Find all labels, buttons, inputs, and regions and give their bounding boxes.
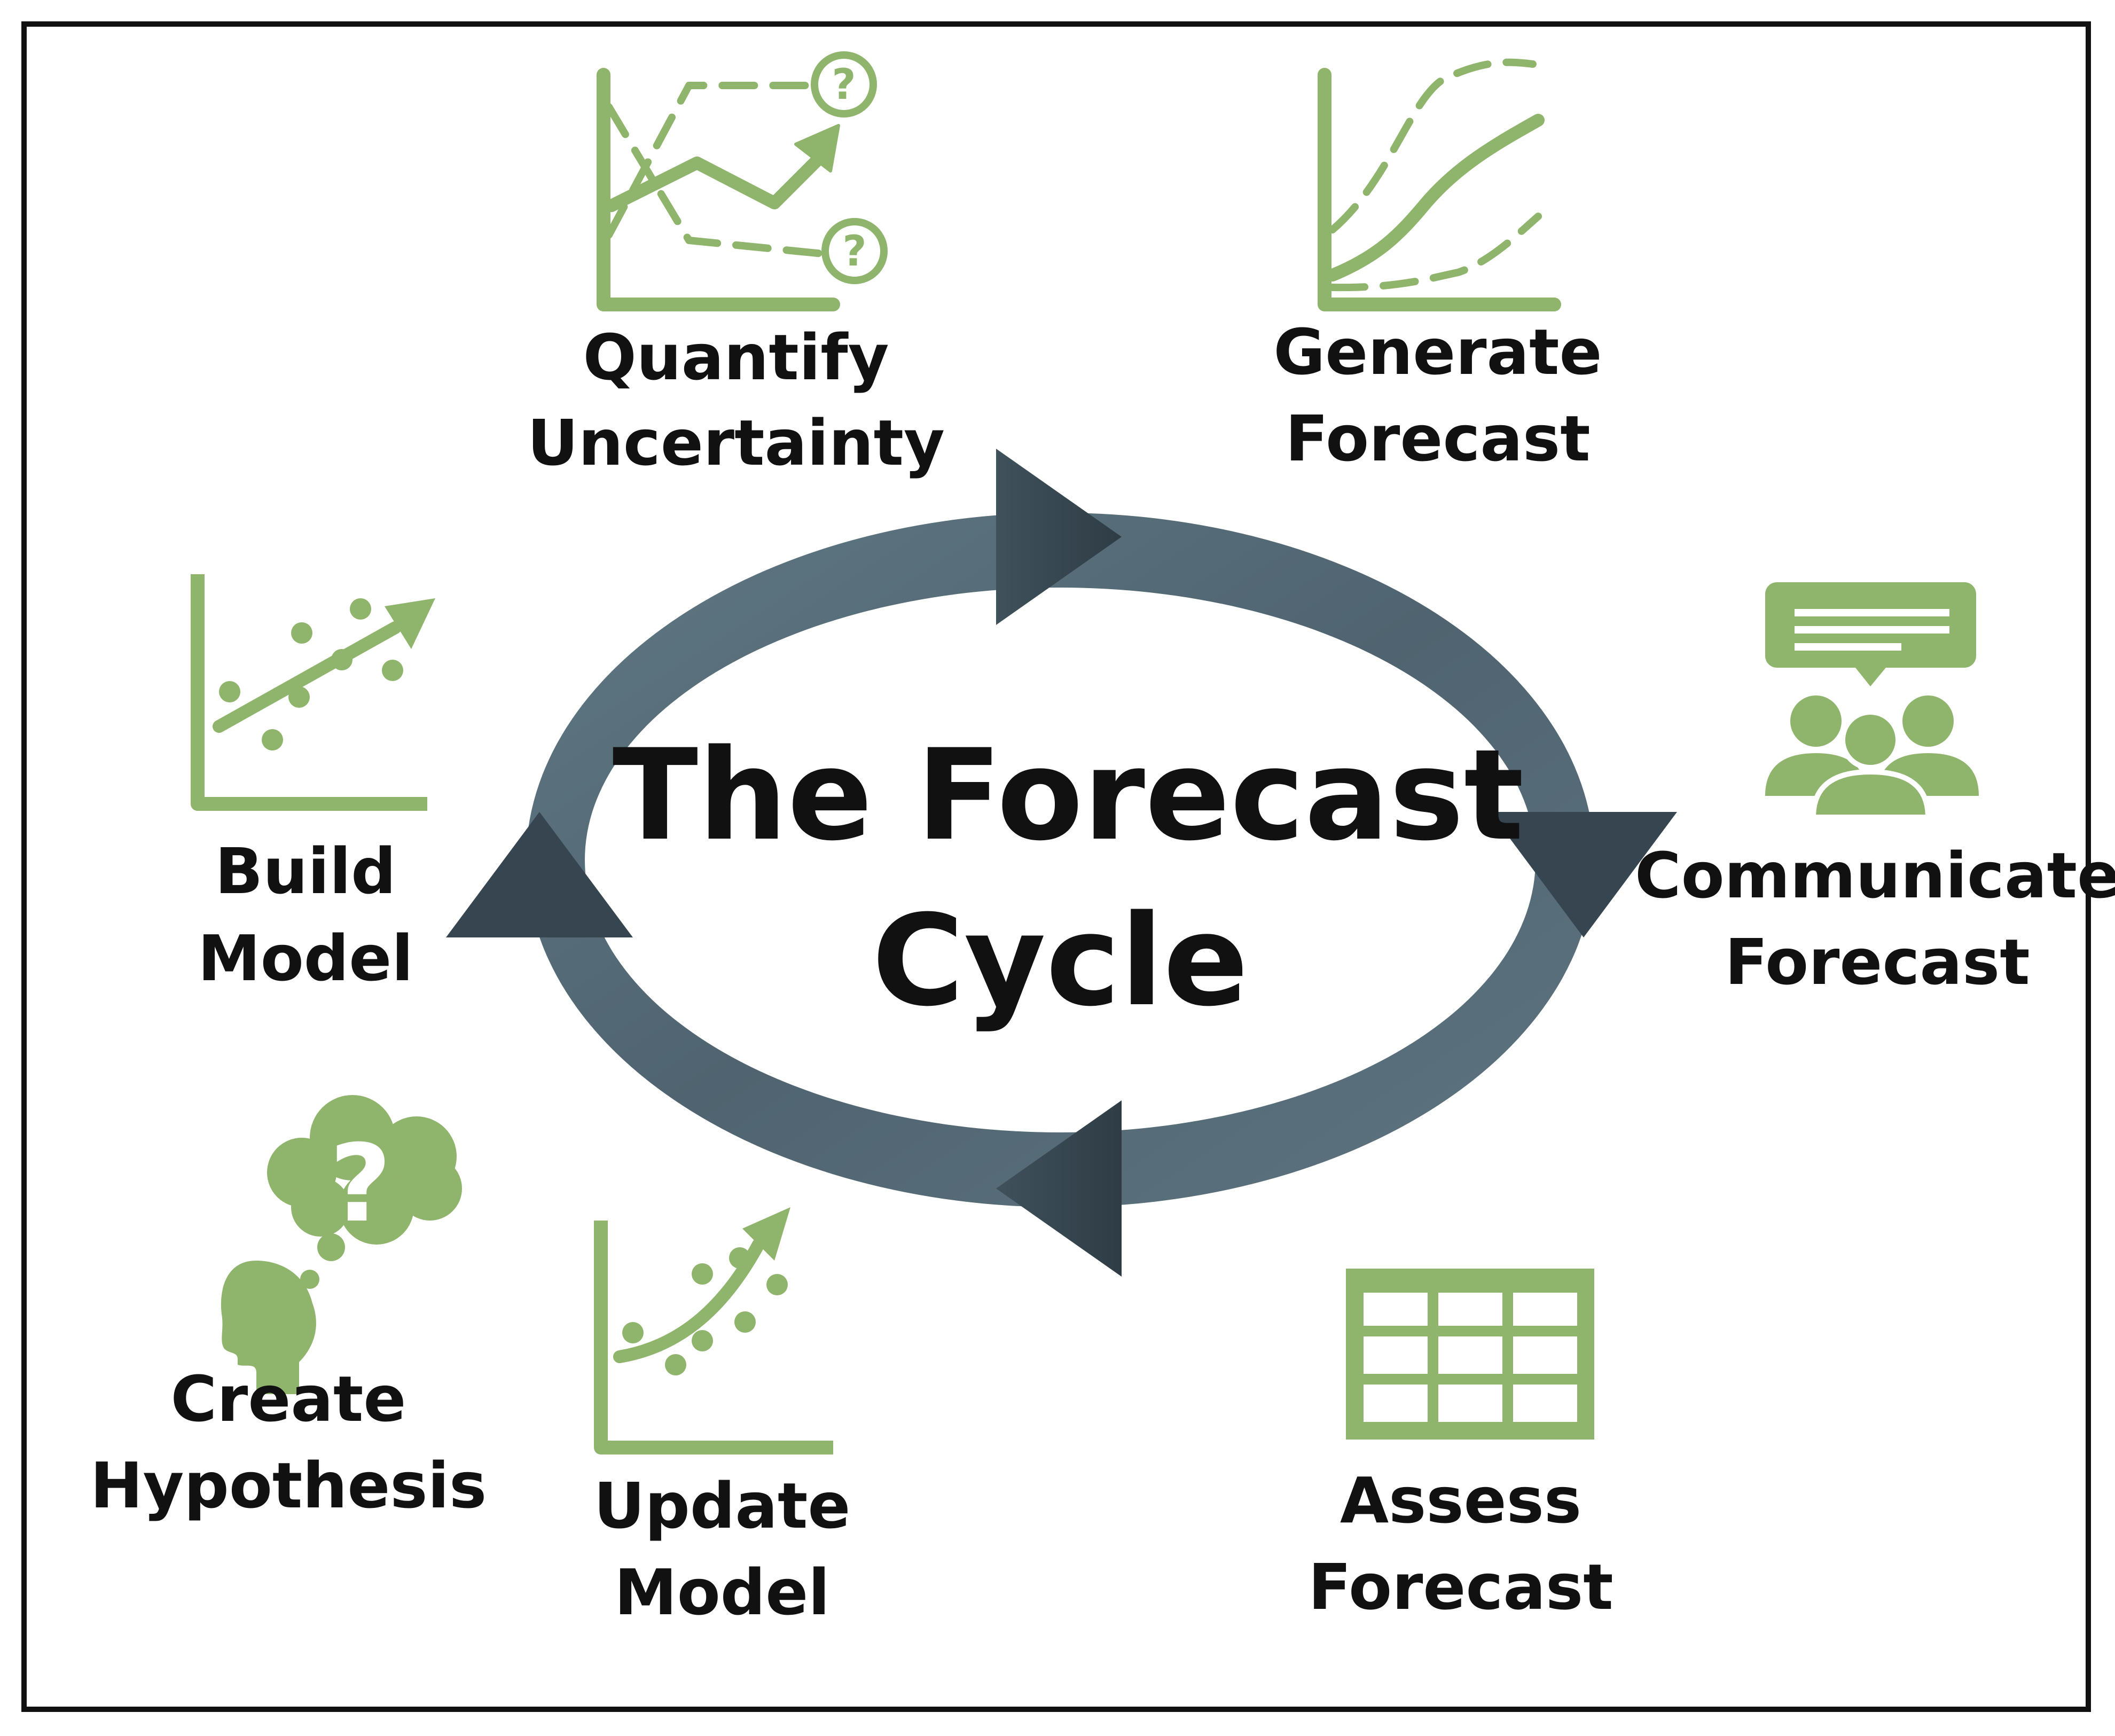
step-generate-forecast: Generate Forecast <box>1273 58 1602 475</box>
quantify-uncertainty-label-line2: Uncertainty <box>527 406 945 480</box>
generate-forecast-icon <box>1318 58 1561 311</box>
build-model-label-line1: Build <box>215 834 396 908</box>
question-mark-upper: ? <box>832 61 856 109</box>
step-update-model: Update Model <box>594 1207 851 1629</box>
step-quantify-uncertainty: ? ? Quantify Uncertainty <box>527 51 945 480</box>
cycle-arrow-top <box>996 449 1122 625</box>
step-communicate-forecast: Communicate Forecast <box>1635 582 2115 999</box>
cycle-arrow-right <box>1490 812 1677 937</box>
quantify-uncertainty-icon <box>597 51 888 311</box>
build-model-label-line2: Model <box>198 921 413 995</box>
communicate-forecast-label-line2: Forecast <box>1725 925 2030 999</box>
build-model-icon <box>191 574 435 811</box>
cycle-arrow-bottom <box>996 1100 1122 1277</box>
create-hypothesis-label-line1: Create <box>171 1362 406 1436</box>
step-build-model: Build Model <box>191 574 435 995</box>
create-hypothesis-label-line2: Hypothesis <box>90 1449 487 1522</box>
diagram-title-line2: Cycle <box>872 888 1249 1034</box>
step-assess-forecast: Assess Forecast <box>1308 1269 1613 1624</box>
hypothesis-question-mark: ? <box>330 1122 391 1246</box>
diagram-title-line1: The Forecast <box>613 723 1524 869</box>
generate-forecast-label-line1: Generate <box>1273 315 1602 389</box>
generate-forecast-label-line2: Forecast <box>1285 402 1590 475</box>
cycle-ring <box>526 513 1594 1207</box>
cycle-arrow-left <box>446 812 633 937</box>
step-create-hypothesis: ? Create Hypothesis <box>90 1095 487 1522</box>
assess-forecast-label-line1: Assess <box>1340 1464 1581 1537</box>
update-model-icon <box>594 1207 833 1455</box>
communicate-forecast-icon <box>1765 582 1979 820</box>
question-mark-lower: ? <box>842 228 866 276</box>
communicate-forecast-label-line1: Communicate <box>1635 839 2115 912</box>
update-model-label-line1: Update <box>594 1469 851 1543</box>
update-model-label-line2: Model <box>614 1555 829 1629</box>
assess-forecast-label-line2: Forecast <box>1308 1550 1613 1624</box>
assess-forecast-icon <box>1346 1269 1594 1440</box>
quantify-uncertainty-label-line1: Quantify <box>583 320 889 394</box>
create-hypothesis-icon <box>221 1095 462 1394</box>
